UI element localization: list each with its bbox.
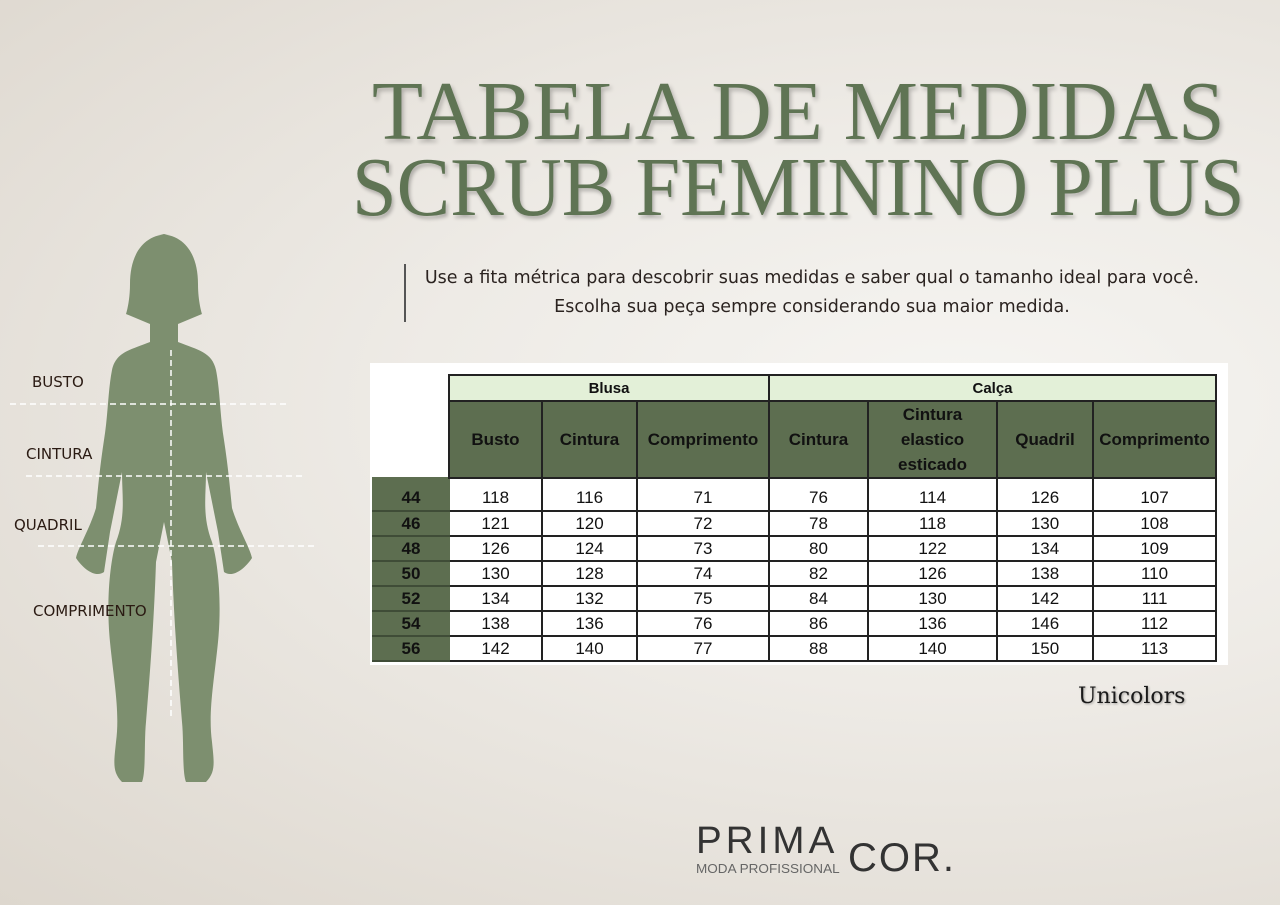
logo-cor: COR. (848, 836, 956, 880)
value-cell: 130 (867, 585, 998, 612)
value-cell: 88 (768, 635, 869, 662)
value-cell: 84 (768, 585, 869, 612)
column-header: Cintura (768, 400, 869, 479)
value-cell: 107 (1092, 477, 1217, 512)
table-row: 54 138 136 76 86 136 146 112 (372, 610, 1217, 637)
column-header: Comprimento (1092, 400, 1217, 479)
value-cell: 134 (448, 585, 543, 612)
value-cell: 118 (448, 477, 543, 512)
value-cell: 116 (541, 477, 638, 512)
value-cell: 134 (996, 535, 1094, 562)
value-cell: 120 (541, 510, 638, 537)
value-cell: 136 (867, 610, 998, 637)
value-cell: 124 (541, 535, 638, 562)
value-cell: 109 (1092, 535, 1217, 562)
title-line-2: SCRUB FEMININO PLUS (352, 141, 1245, 234)
logo-subtitle: MODA PROFISSIONAL (696, 862, 840, 876)
value-cell: 126 (448, 535, 543, 562)
value-cell: 112 (1092, 610, 1217, 637)
size-cell: 56 (372, 635, 450, 662)
value-cell: 138 (448, 610, 543, 637)
corner-cell (373, 401, 449, 478)
value-cell: 72 (636, 510, 770, 537)
value-cell: 114 (867, 477, 998, 512)
label-comprimento: COMPRIMENTO (33, 602, 147, 620)
value-cell: 126 (996, 477, 1094, 512)
size-cell: 50 (372, 560, 450, 587)
value-cell: 73 (636, 535, 770, 562)
size-cell: 48 (372, 535, 450, 562)
logo-prima: PRIMA (696, 820, 839, 862)
value-cell: 121 (448, 510, 543, 537)
table-row: 52 134 132 75 84 130 142 111 (372, 585, 1217, 612)
size-cell: 44 (372, 477, 450, 512)
value-cell: 75 (636, 585, 770, 612)
column-header: Busto (448, 400, 543, 479)
value-cell: 146 (996, 610, 1094, 637)
corner-cell (373, 375, 449, 401)
value-cell: 74 (636, 560, 770, 587)
label-busto: BUSTO (32, 373, 84, 391)
value-cell: 128 (541, 560, 638, 587)
value-cell: 142 (448, 635, 543, 662)
value-cell: 130 (996, 510, 1094, 537)
value-cell: 86 (768, 610, 869, 637)
value-cell: 140 (541, 635, 638, 662)
label-cintura: CINTURA (26, 445, 93, 463)
column-header: Comprimento (636, 400, 770, 479)
value-cell: 82 (768, 560, 869, 587)
value-cell: 76 (768, 477, 869, 512)
value-cell: 110 (1092, 560, 1217, 587)
value-cell: 132 (541, 585, 638, 612)
size-table-container: Blusa Calça Busto Cintura Comprimento Ci… (370, 363, 1228, 665)
value-cell: 78 (768, 510, 869, 537)
table-row: 50 130 128 74 82 126 138 110 (372, 560, 1217, 587)
brand-unicolors: Unicolors (1078, 684, 1186, 709)
value-cell: 80 (768, 535, 869, 562)
table-row: 44 118 116 71 76 114 126 107 (372, 477, 1217, 512)
value-cell: 142 (996, 585, 1094, 612)
value-cell: 138 (996, 560, 1094, 587)
column-header: Quadril (996, 400, 1094, 479)
primacor-logo: PRIMA MODA PROFISSIONAL COR. (696, 822, 956, 882)
title-line-1: TABELA DE MEDIDAS (372, 65, 1225, 158)
value-cell: 118 (867, 510, 998, 537)
value-cell: 113 (1092, 635, 1217, 662)
value-cell: 108 (1092, 510, 1217, 537)
table-row: 48 126 124 73 80 122 134 109 (372, 535, 1217, 562)
value-cell: 122 (867, 535, 998, 562)
value-cell: 71 (636, 477, 770, 512)
label-quadril: QUADRIL (14, 516, 82, 534)
size-table: Blusa Calça Busto Cintura Comprimento Ci… (372, 374, 1217, 662)
intro-text: Use a fita métrica para descobrir suas m… (404, 264, 1204, 322)
body-silhouette-icon (10, 234, 318, 782)
value-cell: 111 (1092, 585, 1217, 612)
value-cell: 136 (541, 610, 638, 637)
table-row: 46 121 120 72 78 118 130 108 (372, 510, 1217, 537)
size-cell: 46 (372, 510, 450, 537)
column-header: Cintura elastico esticado (867, 400, 998, 479)
value-cell: 77 (636, 635, 770, 662)
table-row: 56 142 140 77 88 140 150 113 (372, 635, 1217, 662)
value-cell: 130 (448, 560, 543, 587)
column-header: Cintura (541, 400, 638, 479)
value-cell: 126 (867, 560, 998, 587)
value-cell: 76 (636, 610, 770, 637)
value-cell: 140 (867, 635, 998, 662)
group-header: Calça (768, 374, 1217, 402)
value-cell: 150 (996, 635, 1094, 662)
size-cell: 54 (372, 610, 450, 637)
group-header: Blusa (448, 374, 770, 402)
size-cell: 52 (372, 585, 450, 612)
